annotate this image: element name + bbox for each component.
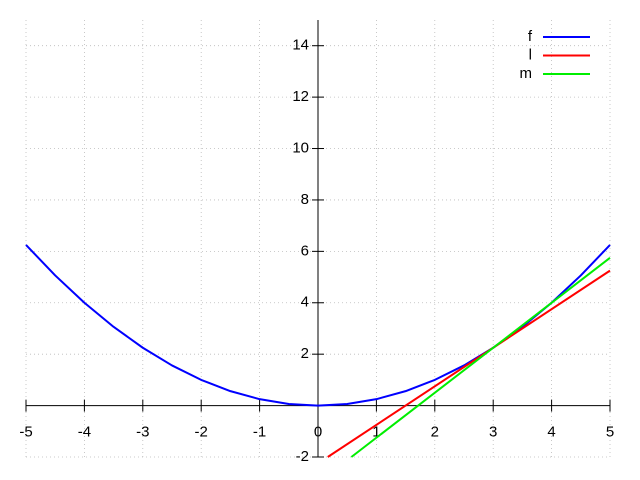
y-tick-label: -2 (296, 448, 309, 465)
y-tick-label: 14 (292, 37, 309, 54)
series-line (350, 256, 611, 458)
x-tick-label: -3 (136, 424, 149, 441)
x-tick-label: 5 (606, 424, 614, 441)
x-tick-label: 4 (547, 424, 555, 441)
legend-label: f (528, 28, 533, 45)
y-tick-label: 8 (301, 191, 309, 208)
x-tick-label: -5 (19, 424, 32, 441)
y-tick-label: 6 (301, 242, 309, 259)
x-tick-label: -4 (78, 424, 91, 441)
x-tick-label: -2 (195, 424, 208, 441)
y-tick-label: 4 (301, 294, 309, 311)
x-tick-label: 2 (431, 424, 439, 441)
series-line (327, 269, 611, 458)
y-tick-label: 10 (292, 139, 309, 156)
legend-label: m (520, 65, 533, 82)
x-tick-label: 3 (489, 424, 497, 441)
x-tick-label: -1 (253, 424, 266, 441)
x-tick-label: 1 (372, 424, 380, 441)
legend-label: l (529, 46, 532, 63)
y-tick-label: 12 (292, 88, 309, 105)
y-tick-label: 2 (301, 345, 309, 362)
